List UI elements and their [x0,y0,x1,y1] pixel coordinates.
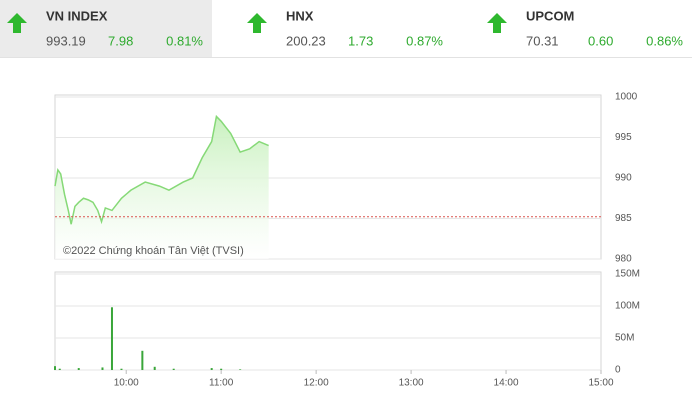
index-change: 7.98 [108,33,133,48]
panel [54,271,602,371]
y-tick-label: 985 [615,213,632,224]
index-percent: 0.87% [406,33,443,48]
y-tick-label: 150M [615,269,640,280]
index-value: 70.31 [526,33,559,48]
y-tick-label: 980 [615,254,632,265]
price-line [54,114,269,225]
volume-bar [153,366,156,370]
volume-bar [172,368,175,370]
volume-bar [58,368,61,370]
volume-bar [239,369,242,370]
volume-bar [54,366,56,370]
active-tab[interactable] [0,0,212,57]
up-arrow [247,13,267,33]
x-tick-label: 11:00 [209,378,234,389]
volume-bar [210,368,213,370]
y-tick-label: 990 [615,173,632,184]
x-tick-label: 15:00 [588,378,613,389]
index-value: 200.23 [286,33,326,48]
x-tick-label: 10:00 [114,378,139,389]
up-arrow [487,13,507,33]
y-tick-label: 1000 [615,92,638,103]
index-value: 993.19 [46,33,86,48]
index-percent: 0.81% [166,33,203,48]
volume-bar [120,368,123,370]
index-name: VN INDEX [46,8,108,23]
index-name: UPCOM [526,8,574,23]
up-arrow [7,13,27,33]
x-tick-label: 12:00 [304,378,329,389]
index-change: 0.60 [588,33,613,48]
index-change: 1.73 [348,33,373,48]
y-tick-label: 0 [615,365,621,376]
volume-bar [220,368,223,370]
y-tick-label: 50M [615,333,634,344]
x-tick-label: 14:00 [494,378,519,389]
volume-bar [110,307,113,370]
y-tick-label: 995 [615,132,632,143]
y-tick-label: 100M [615,301,640,312]
index-percent: 0.86% [646,33,683,48]
volume-bar [141,350,144,370]
index-name: HNX [286,8,314,23]
volume-bar [101,367,104,370]
x-tick-label: 13:00 [399,378,424,389]
copyright: ©2022 Chứng khoán Tân Việt (TVSI) [63,245,244,257]
volume-bar [77,368,80,370]
